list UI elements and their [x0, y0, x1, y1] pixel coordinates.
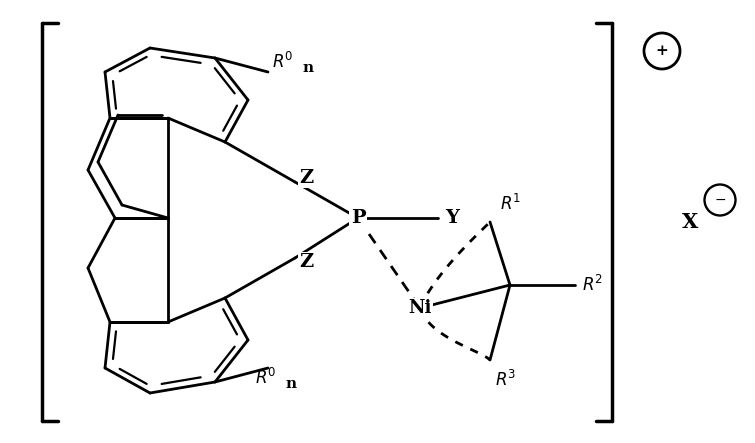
Text: $R^0$: $R^0$	[272, 52, 294, 72]
Text: n: n	[302, 61, 313, 75]
Text: P: P	[350, 209, 365, 227]
Text: Ni: Ni	[408, 299, 432, 317]
Text: $R^0$: $R^0$	[255, 368, 276, 388]
Text: $R^2$: $R^2$	[582, 275, 603, 295]
Text: Z: Z	[299, 169, 313, 187]
Text: $R^3$: $R^3$	[495, 370, 516, 390]
Text: $R^1$: $R^1$	[500, 194, 521, 214]
Text: +: +	[655, 44, 668, 58]
Text: −: −	[714, 193, 726, 207]
Text: n: n	[285, 377, 296, 391]
Text: Y: Y	[445, 209, 459, 227]
Text: X: X	[682, 212, 698, 232]
Text: Z: Z	[299, 253, 313, 271]
